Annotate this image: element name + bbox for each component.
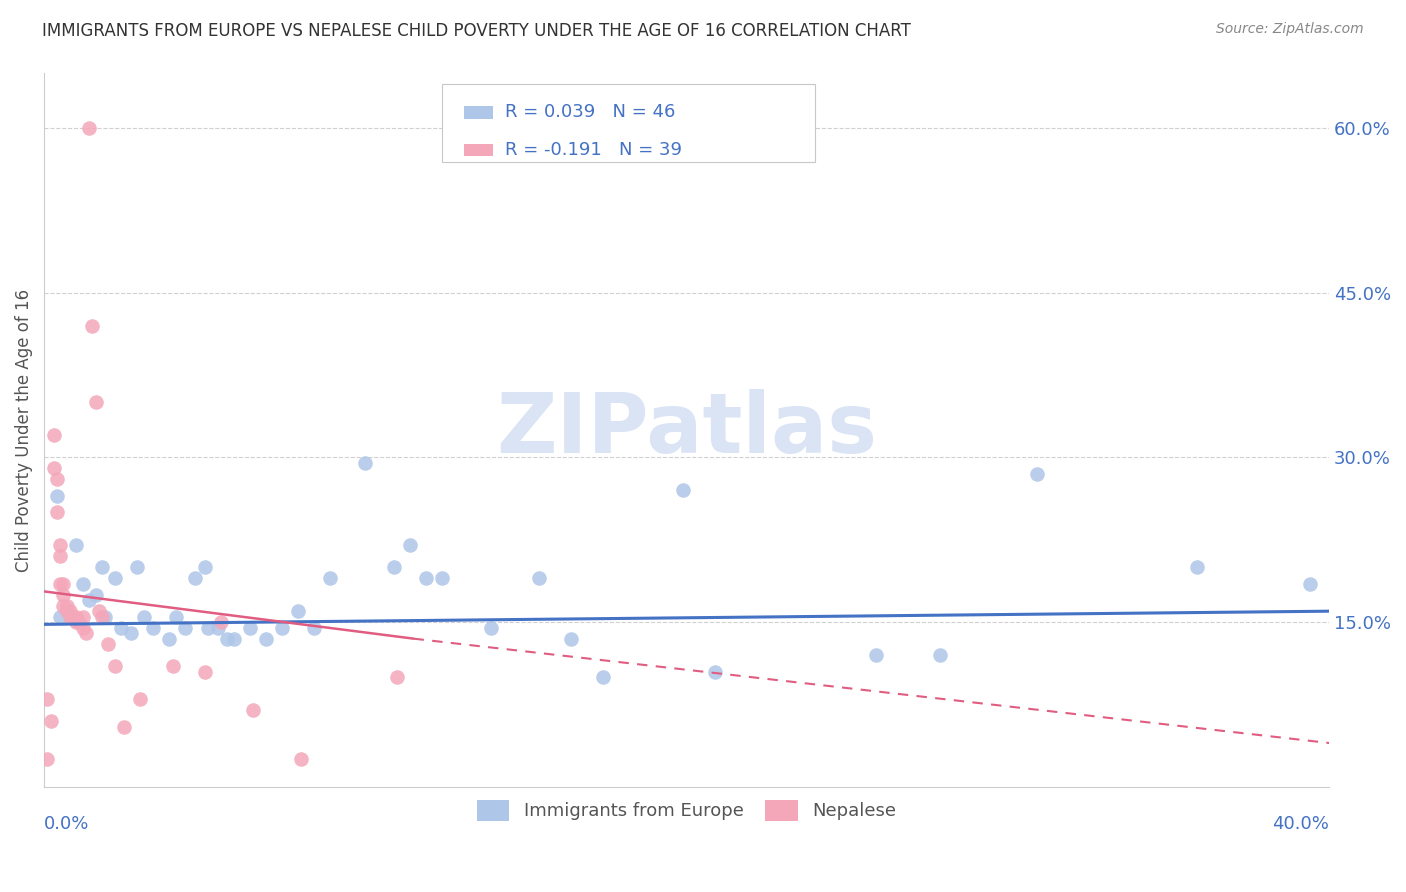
Point <box>94 609 117 624</box>
Point <box>104 659 127 673</box>
FancyBboxPatch shape <box>443 84 815 162</box>
Point <box>165 609 187 624</box>
Text: ZIPatlas: ZIPatlas <box>496 390 877 470</box>
Point <box>120 626 142 640</box>
Point <box>75 626 97 640</box>
Text: IMMIGRANTS FROM EUROPE VS NEPALESE CHILD POVERTY UNDER THE AGE OF 16 CORRELATION: IMMIGRANTS FROM EUROPE VS NEPALESE CHILD… <box>42 22 911 40</box>
Point <box>37 692 59 706</box>
Point <box>194 560 217 574</box>
Point <box>59 609 82 624</box>
Point <box>929 648 952 662</box>
Point <box>82 318 104 333</box>
Point <box>129 692 152 706</box>
Point <box>49 609 72 624</box>
Point <box>672 483 695 498</box>
Point <box>415 571 437 585</box>
Point <box>77 593 100 607</box>
Point <box>69 615 91 629</box>
Point <box>84 395 107 409</box>
Point <box>287 604 309 618</box>
Point <box>222 632 245 646</box>
Point <box>270 621 292 635</box>
Point <box>209 615 232 629</box>
Point <box>90 560 112 574</box>
Point <box>49 576 72 591</box>
Text: Source: ZipAtlas.com: Source: ZipAtlas.com <box>1216 22 1364 37</box>
Point <box>387 670 409 684</box>
Point <box>254 632 277 646</box>
Point <box>65 609 87 624</box>
Point <box>65 538 87 552</box>
Point <box>560 632 582 646</box>
Point <box>37 752 59 766</box>
Point <box>479 621 502 635</box>
Point <box>1025 467 1047 481</box>
Point <box>112 719 135 733</box>
Point <box>704 665 727 679</box>
Point <box>527 571 550 585</box>
Point <box>46 489 69 503</box>
Point <box>184 571 207 585</box>
Point <box>399 538 422 552</box>
Point <box>1299 576 1322 591</box>
Point <box>46 472 69 486</box>
Text: 0.0%: 0.0% <box>44 815 90 833</box>
Point <box>62 609 84 624</box>
Point <box>865 648 887 662</box>
Point <box>97 637 120 651</box>
Point <box>42 428 65 442</box>
Point <box>290 752 312 766</box>
Point <box>87 604 110 618</box>
Text: R = 0.039   N = 46: R = 0.039 N = 46 <box>505 103 676 121</box>
Point <box>127 560 149 574</box>
Point <box>132 609 155 624</box>
Point <box>197 621 219 635</box>
Bar <box>464 144 492 156</box>
Bar <box>464 106 492 119</box>
Point <box>242 703 264 717</box>
Point <box>217 632 239 646</box>
Point <box>239 621 262 635</box>
Point <box>84 588 107 602</box>
Point <box>42 461 65 475</box>
Point <box>110 621 132 635</box>
Point <box>194 665 217 679</box>
Point <box>157 632 180 646</box>
Point <box>382 560 405 574</box>
Point <box>592 670 614 684</box>
Point <box>77 120 100 135</box>
Point <box>72 576 94 591</box>
Point <box>65 615 87 629</box>
Point <box>59 604 82 618</box>
Point <box>46 505 69 519</box>
Point <box>49 538 72 552</box>
Point <box>432 571 454 585</box>
Point <box>72 609 94 624</box>
Point <box>72 621 94 635</box>
Point <box>104 571 127 585</box>
Point <box>90 609 112 624</box>
Legend: Immigrants from Europe, Nepalese: Immigrants from Europe, Nepalese <box>470 793 904 828</box>
Text: 40.0%: 40.0% <box>1272 815 1329 833</box>
Y-axis label: Child Poverty Under the Age of 16: Child Poverty Under the Age of 16 <box>15 288 32 572</box>
Point <box>142 621 165 635</box>
Point <box>319 571 342 585</box>
Point <box>52 588 75 602</box>
Point <box>174 621 197 635</box>
Point <box>55 599 77 613</box>
Point <box>52 576 75 591</box>
Point <box>52 599 75 613</box>
Point <box>39 714 62 728</box>
Point <box>207 621 229 635</box>
Point <box>1187 560 1209 574</box>
Point <box>55 604 77 618</box>
Point <box>55 604 77 618</box>
Point <box>49 549 72 564</box>
Point <box>302 621 325 635</box>
Point <box>162 659 184 673</box>
Point <box>354 456 377 470</box>
Text: R = -0.191   N = 39: R = -0.191 N = 39 <box>505 141 682 159</box>
